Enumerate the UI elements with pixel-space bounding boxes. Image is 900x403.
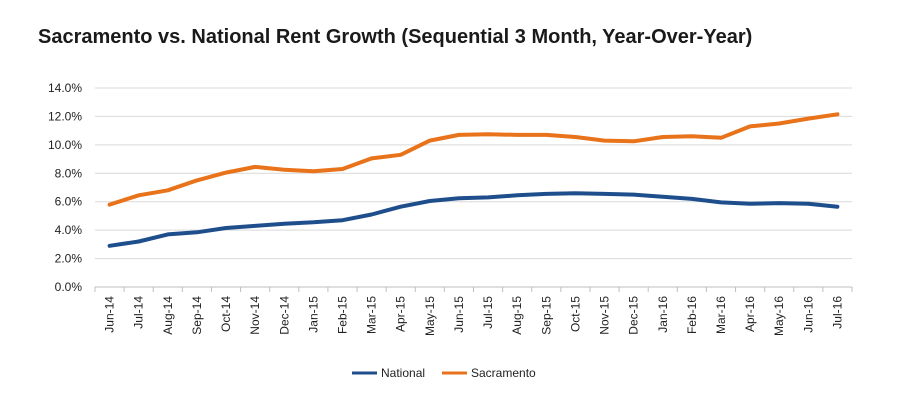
x-tick-label: Dec-15 bbox=[627, 296, 641, 335]
data-point-national bbox=[400, 206, 402, 208]
data-point-sacramento bbox=[749, 125, 751, 127]
x-tick-label: Dec-14 bbox=[277, 296, 291, 335]
data-point-sacramento bbox=[341, 168, 343, 170]
x-tick-label: Mar-15 bbox=[365, 296, 379, 334]
x-tick-label: Jun-15 bbox=[452, 296, 466, 333]
data-point-sacramento bbox=[167, 189, 169, 191]
data-point-sacramento bbox=[312, 170, 314, 172]
data-point-sacramento bbox=[633, 140, 635, 142]
data-point-national bbox=[807, 203, 809, 205]
data-point-national bbox=[341, 219, 343, 221]
data-point-national bbox=[167, 233, 169, 235]
y-tick-label: 12.0% bbox=[48, 109, 82, 123]
series-lines bbox=[107, 112, 840, 248]
data-point-national bbox=[516, 194, 518, 196]
series-line-sacramento bbox=[107, 112, 840, 207]
x-tick-label: Jun-16 bbox=[801, 296, 815, 333]
data-point-sacramento bbox=[400, 154, 402, 156]
data-point-sacramento bbox=[604, 140, 606, 142]
data-point-sacramento bbox=[836, 113, 838, 115]
legend-label-national: National bbox=[381, 366, 425, 380]
x-tick-label: Feb-16 bbox=[685, 296, 699, 334]
x-tick-label: Apr-15 bbox=[394, 296, 408, 332]
data-point-national bbox=[778, 202, 780, 204]
y-tick-label: 2.0% bbox=[55, 252, 83, 266]
chart-title: Sacramento vs. National Rent Growth (Seq… bbox=[38, 26, 753, 48]
data-point-national bbox=[604, 193, 606, 195]
x-tick-label: Jun-14 bbox=[103, 296, 117, 333]
data-point-sacramento bbox=[516, 134, 518, 136]
x-tick-label: Feb-15 bbox=[335, 296, 349, 334]
data-point-national bbox=[138, 241, 140, 243]
data-point-national bbox=[254, 225, 256, 227]
x-tick-label: Aug-15 bbox=[510, 296, 524, 335]
data-point-sacramento bbox=[283, 169, 285, 171]
series-line-national bbox=[107, 191, 840, 248]
data-point-sacramento bbox=[720, 137, 722, 139]
data-point-sacramento bbox=[458, 134, 460, 136]
x-tick-label: Oct-14 bbox=[219, 296, 233, 332]
data-point-sacramento bbox=[778, 123, 780, 125]
x-tick-label: Jan-16 bbox=[656, 296, 670, 333]
data-point-national bbox=[225, 227, 227, 229]
x-tick-label: Sep-15 bbox=[539, 296, 553, 335]
data-point-sacramento bbox=[429, 140, 431, 142]
data-point-sacramento bbox=[109, 204, 111, 206]
data-point-national bbox=[720, 201, 722, 203]
data-point-sacramento bbox=[225, 172, 227, 174]
data-point-sacramento bbox=[196, 179, 198, 181]
x-tick-label: Mar-16 bbox=[714, 296, 728, 334]
data-point-sacramento bbox=[545, 134, 547, 136]
data-point-sacramento bbox=[254, 166, 256, 168]
data-point-national bbox=[429, 200, 431, 202]
data-point-sacramento bbox=[487, 133, 489, 135]
data-point-national bbox=[109, 245, 111, 247]
x-tick-label: May-15 bbox=[423, 296, 437, 336]
x-tick-label: Sep-14 bbox=[190, 296, 204, 335]
x-tick-label: Jan-15 bbox=[306, 296, 320, 333]
data-point-national bbox=[312, 221, 314, 223]
data-point-sacramento bbox=[574, 136, 576, 138]
data-point-sacramento bbox=[691, 135, 693, 137]
data-point-sacramento bbox=[138, 194, 140, 196]
data-point-sacramento bbox=[807, 118, 809, 120]
x-tick-label: Nov-14 bbox=[248, 296, 262, 335]
gridlines bbox=[95, 87, 852, 288]
x-tick-label: Jul-14 bbox=[132, 296, 146, 329]
y-tick-label: 6.0% bbox=[55, 195, 83, 209]
y-tick-label: 14.0% bbox=[48, 81, 82, 95]
legend-label-sacramento: Sacramento bbox=[471, 366, 536, 380]
x-tick-label: May-16 bbox=[772, 296, 786, 336]
data-point-national bbox=[633, 194, 635, 196]
x-tick-label: Jul-15 bbox=[481, 296, 495, 329]
data-point-national bbox=[691, 198, 693, 200]
data-point-national bbox=[458, 197, 460, 199]
y-tick-label: 10.0% bbox=[48, 138, 82, 152]
data-point-sacramento bbox=[662, 136, 664, 138]
y-axis-ticks: 0.0% 2.0% 4.0% 6.0% 8.0% 10.0% 12.0% 14.0% bbox=[48, 81, 82, 294]
x-tick-label: Apr-16 bbox=[743, 296, 757, 332]
data-point-sacramento bbox=[371, 157, 373, 159]
data-point-national bbox=[283, 223, 285, 225]
x-tick-label: Jul-16 bbox=[830, 296, 844, 329]
data-point-national bbox=[574, 192, 576, 194]
data-point-national bbox=[371, 214, 373, 216]
legend: National Sacramento bbox=[352, 366, 536, 380]
y-tick-label: 4.0% bbox=[55, 223, 83, 237]
x-axis: Jun-14 Jul-14 Aug-14 Sep-14 Oct-14 Nov-14 Dec-… bbox=[94, 286, 853, 336]
x-tick-label: Nov-15 bbox=[598, 296, 612, 335]
x-tick-label: Aug-14 bbox=[161, 296, 175, 335]
y-tick-label: 8.0% bbox=[55, 166, 83, 180]
data-point-national bbox=[662, 196, 664, 198]
data-point-national bbox=[196, 231, 198, 233]
y-tick-label: 0.0% bbox=[55, 280, 83, 294]
data-point-national bbox=[749, 203, 751, 205]
data-point-national bbox=[836, 206, 838, 208]
data-point-national bbox=[545, 193, 547, 195]
x-tick-label: Oct-15 bbox=[568, 296, 582, 332]
data-point-national bbox=[487, 196, 489, 198]
